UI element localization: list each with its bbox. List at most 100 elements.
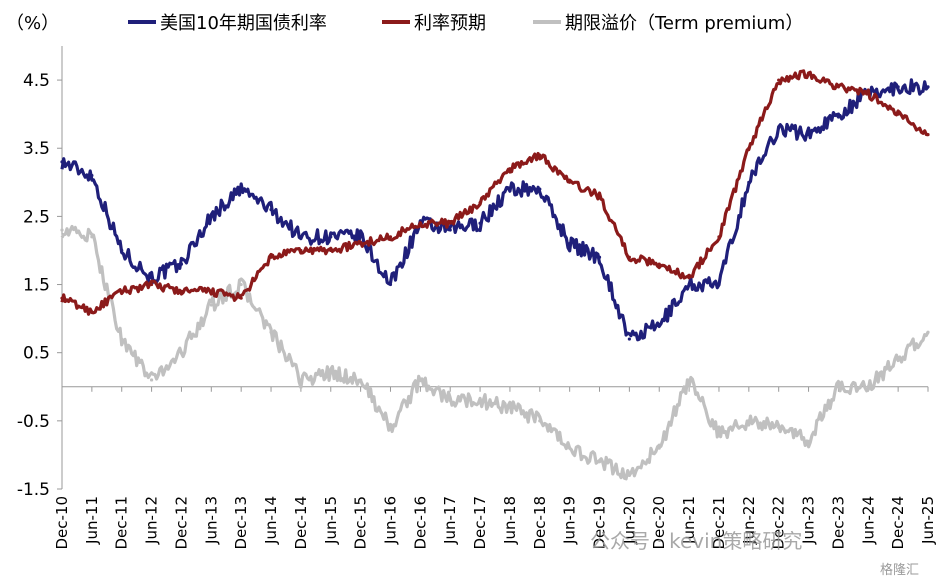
- series-2-point: [627, 473, 631, 477]
- x-tick-label: Jun-13: [202, 496, 220, 545]
- series-1-point: [90, 310, 94, 314]
- series-1-point: [209, 289, 213, 293]
- series-2-point: [60, 228, 64, 232]
- series-0-point: [120, 248, 124, 253]
- x-tick-label: Dec-11: [113, 496, 131, 550]
- x-tick-label: Dec-14: [292, 496, 310, 550]
- y-tick-label: 4.5: [23, 71, 50, 91]
- series-2-point: [149, 378, 154, 382]
- series-0-point: [60, 160, 64, 164]
- series-1-point: [60, 296, 64, 300]
- series-1-point: [777, 78, 781, 82]
- series-2-point: [508, 405, 512, 409]
- series-2-point: [538, 419, 542, 423]
- series-2-point: [299, 378, 303, 382]
- x-tick-label: Jun-23: [800, 496, 818, 545]
- series-1-point: [269, 255, 273, 259]
- series-2-point: [388, 426, 393, 430]
- series-0-point: [299, 235, 303, 239]
- y-tick-label: 2.5: [23, 207, 50, 227]
- series-1-point: [657, 262, 661, 266]
- y-tick-label: 3.5: [23, 139, 50, 159]
- series-2-point: [806, 439, 811, 443]
- series-0-point: [478, 221, 482, 225]
- x-tick-label: Jun-15: [322, 496, 340, 545]
- series-1-point: [418, 221, 422, 225]
- series-2-point: [359, 378, 363, 382]
- series-0-point: [777, 126, 781, 130]
- x-tick-label: Dec-17: [471, 496, 489, 550]
- series-1-point: [568, 180, 572, 184]
- series-2-point: [209, 303, 213, 307]
- x-tick-label: Dec-10: [53, 496, 71, 550]
- series-line-1: [60, 69, 929, 316]
- series-2-point: [448, 398, 452, 402]
- series-2-point: [836, 385, 841, 389]
- y-tick-label: -1.5: [17, 480, 50, 500]
- series-0-point: [329, 235, 333, 239]
- x-tick-label: Jun-20: [620, 496, 638, 545]
- series-1-point: [329, 248, 333, 253]
- series-2-point: [717, 432, 721, 437]
- legend-label-2: 期限溢价（Term premium）: [565, 13, 803, 34]
- series-2-point: [329, 371, 333, 375]
- series-0-point: [239, 187, 243, 191]
- series-0-point: [149, 276, 154, 280]
- series-line-0: [60, 78, 930, 342]
- series-2-point: [687, 378, 691, 382]
- series-2-point: [926, 330, 930, 334]
- series-1-point: [597, 194, 602, 198]
- legend-label-1: 利率预期: [414, 13, 486, 34]
- series-1-point: [627, 255, 631, 259]
- x-tick-label: Dec-15: [352, 496, 370, 550]
- series-0-point: [388, 282, 393, 287]
- series-0-point: [717, 282, 721, 287]
- series-1-point: [478, 201, 482, 205]
- watermark-text: 公众号 · kevin策略研究: [590, 529, 802, 553]
- series-0-point: [538, 187, 542, 191]
- series-0-point: [90, 173, 94, 178]
- series-line-2: [60, 224, 930, 481]
- series-1-point: [747, 146, 751, 150]
- x-tick-label: Dec-13: [232, 496, 250, 550]
- series-0-point: [687, 282, 691, 287]
- x-tick-label: Jun-25: [919, 496, 937, 545]
- x-tick-label: Jun-19: [561, 496, 579, 545]
- series-2-point: [179, 351, 184, 355]
- series-2-point: [657, 446, 661, 450]
- x-tick-label: Jun-24: [859, 496, 877, 545]
- series-2-point: [568, 446, 572, 450]
- legend-label-0: 美国10年期国债利率: [160, 13, 327, 34]
- series-1-point: [508, 167, 512, 171]
- x-tick-label: Dec-22: [770, 496, 788, 550]
- series-0-point: [836, 112, 841, 116]
- series-2-point: [747, 419, 751, 423]
- series-2-point: [597, 460, 602, 464]
- x-tick-label: Dec-24: [889, 496, 907, 550]
- series-0-point: [657, 323, 661, 328]
- y-unit-label: （%）: [6, 13, 59, 34]
- series-1-point: [120, 289, 124, 293]
- series-0-point: [627, 337, 631, 341]
- series-1-point: [538, 153, 542, 157]
- series-0-point: [747, 180, 751, 184]
- series-2-point: [777, 426, 781, 430]
- series-1-point: [836, 85, 841, 89]
- x-tick-label: Dec-20: [650, 496, 668, 550]
- x-tick-label: Jun-16: [381, 496, 399, 545]
- series-2-point: [478, 398, 482, 402]
- series-0-point: [896, 85, 900, 89]
- x-tick-label: Jun-18: [501, 496, 519, 545]
- series-1-point: [299, 248, 303, 253]
- series-0-point: [448, 228, 452, 232]
- x-tick-label: Dec-19: [591, 496, 609, 550]
- x-tick-label: Dec-21: [710, 496, 728, 550]
- legend: 美国10年期国债利率 利率预期 期限溢价（Term premium）: [128, 13, 803, 34]
- series-1-point: [896, 112, 900, 116]
- series-1-point: [806, 71, 811, 75]
- x-ticks: Dec-10 Jun-11 Dec-11 Jun-12 Dec-12 Jun-13 Dec-…: [53, 386, 937, 550]
- watermark: 公众号 · kevin策略研究 格隆汇: [590, 529, 919, 578]
- series-1-point: [149, 282, 154, 287]
- series-1-point: [388, 235, 393, 239]
